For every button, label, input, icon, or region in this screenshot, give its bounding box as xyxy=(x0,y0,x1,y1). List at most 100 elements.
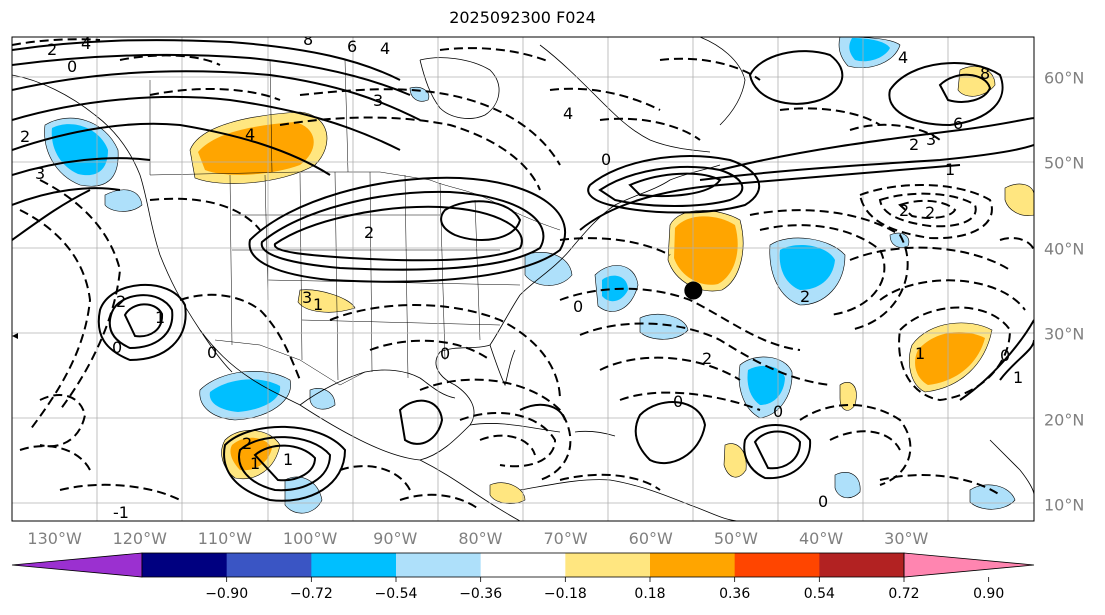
colorbar-tick-label: 0.18 xyxy=(634,586,666,602)
contour-label: 0 xyxy=(773,402,783,421)
contour-label: 1 xyxy=(155,308,165,327)
contour-label: 4 xyxy=(245,125,255,144)
contour-label: 4 xyxy=(81,34,91,53)
colorbar-segment xyxy=(734,553,820,577)
us-canada-border xyxy=(149,171,561,231)
longitude-label: 30°W xyxy=(884,529,929,548)
contour-label: 3 xyxy=(302,288,312,307)
state-border xyxy=(301,319,501,326)
latitude-label: 50°N xyxy=(1044,153,1085,173)
contour-label: 2 xyxy=(899,201,909,220)
negative-anomaly-region xyxy=(104,189,143,212)
contour-label: 3 xyxy=(926,130,936,149)
longitude-label: 130°W xyxy=(27,529,82,548)
state-border xyxy=(474,199,481,341)
us-mexico-border xyxy=(214,339,366,386)
negative-anomaly-region xyxy=(209,379,281,412)
contour-label: 6 xyxy=(347,37,357,56)
state-border xyxy=(229,174,233,346)
contour-label: 0 xyxy=(818,492,828,511)
contour-label: 3 xyxy=(35,164,45,183)
gulf-of-mexico-coast xyxy=(299,369,456,406)
latitude-label: 30°N xyxy=(1044,324,1085,344)
longitude-label: 60°W xyxy=(628,529,673,548)
baja-california xyxy=(199,329,233,373)
longitude-label: 80°W xyxy=(458,529,503,548)
storm-position-marker xyxy=(684,281,703,300)
contour-label: 4 xyxy=(380,39,390,58)
colorbar-tick-label: −0.36 xyxy=(459,586,503,602)
contour-label: 2 xyxy=(925,203,935,222)
negative-anomaly-region xyxy=(889,232,910,248)
longitude-label: 90°W xyxy=(373,529,418,548)
contour-label: 2 xyxy=(116,292,126,311)
positive-contours xyxy=(12,39,1034,502)
graticule xyxy=(12,37,1034,521)
contour-label: 0 xyxy=(207,343,217,362)
frame-edge-marker xyxy=(12,333,18,339)
colorbar-tick-label: −0.72 xyxy=(289,586,333,602)
contour-label: 2 xyxy=(800,287,810,306)
contour-label: 1 xyxy=(283,450,293,469)
positive-anomaly-region xyxy=(297,289,356,313)
colorbar-segment xyxy=(480,553,566,577)
colorbar-tick-label: 0.36 xyxy=(719,586,751,602)
contour-label: 4 xyxy=(898,48,908,67)
contour-label: 0 xyxy=(573,297,583,316)
north-america-west-coast xyxy=(12,74,421,461)
contour-label: 2 xyxy=(364,223,374,242)
negative-anomaly-region xyxy=(779,245,835,290)
colorbar-tick-label: 0.90 xyxy=(973,586,1005,602)
contour-label: 3 xyxy=(373,91,383,110)
south-america-north-coast xyxy=(519,479,741,521)
positive-anomaly-region xyxy=(674,216,738,285)
contour-label: 1 xyxy=(313,295,323,314)
contour-label: 1 xyxy=(1013,368,1023,387)
colorbar-segment xyxy=(311,553,397,577)
longitude-label: 40°W xyxy=(798,529,844,548)
hudson-bay xyxy=(419,57,500,119)
positive-anomaly-region xyxy=(915,332,985,385)
state-border xyxy=(299,172,303,361)
map-frame xyxy=(11,36,1035,522)
contour-label: 2 xyxy=(242,434,252,453)
colorbar-segment xyxy=(819,553,905,577)
colorbar-tick-label: −0.90 xyxy=(205,586,249,602)
colorbar-tick-label: −0.54 xyxy=(374,586,418,602)
colorbar-segment xyxy=(142,553,228,577)
contour-label: 1 xyxy=(915,344,925,363)
contour-label: 0 xyxy=(67,57,77,76)
contour-label: 1 xyxy=(250,454,260,473)
hispaniola xyxy=(574,430,616,437)
colorbar-segment xyxy=(650,553,736,577)
contour-label: 2 xyxy=(909,135,919,154)
negative-contours xyxy=(12,38,1034,511)
negative-anomaly-region xyxy=(834,472,861,499)
coastlines xyxy=(12,37,1034,521)
west-africa-coast xyxy=(989,439,1034,496)
contour-label: 2 xyxy=(20,127,30,146)
colorbar-tick-label: −0.18 xyxy=(543,586,587,602)
colorbar-segment xyxy=(396,553,482,577)
contour-label: 1 xyxy=(945,160,955,179)
contour-label: 6 xyxy=(953,114,963,133)
central-america xyxy=(419,459,521,521)
longitude-label: 70°W xyxy=(543,529,588,548)
map-title: 2025092300 F024 xyxy=(449,8,596,27)
contour-label: 4 xyxy=(563,104,573,123)
state-border xyxy=(439,182,446,361)
latitude-label: 60°N xyxy=(1044,68,1085,88)
contour-label: 2 xyxy=(47,40,57,59)
florida-peninsula xyxy=(489,344,516,387)
positive-anomaly-region xyxy=(489,482,526,504)
contour-label: -1 xyxy=(113,503,129,522)
canada-province-border xyxy=(344,59,349,173)
longitude-label: 100°W xyxy=(282,529,338,548)
colorbar-tick-label: 0.54 xyxy=(803,586,835,602)
negative-anomaly-region xyxy=(747,365,785,405)
positive-anomaly-region xyxy=(723,443,747,478)
state-border xyxy=(404,174,409,379)
colorbar-segment xyxy=(226,553,312,577)
